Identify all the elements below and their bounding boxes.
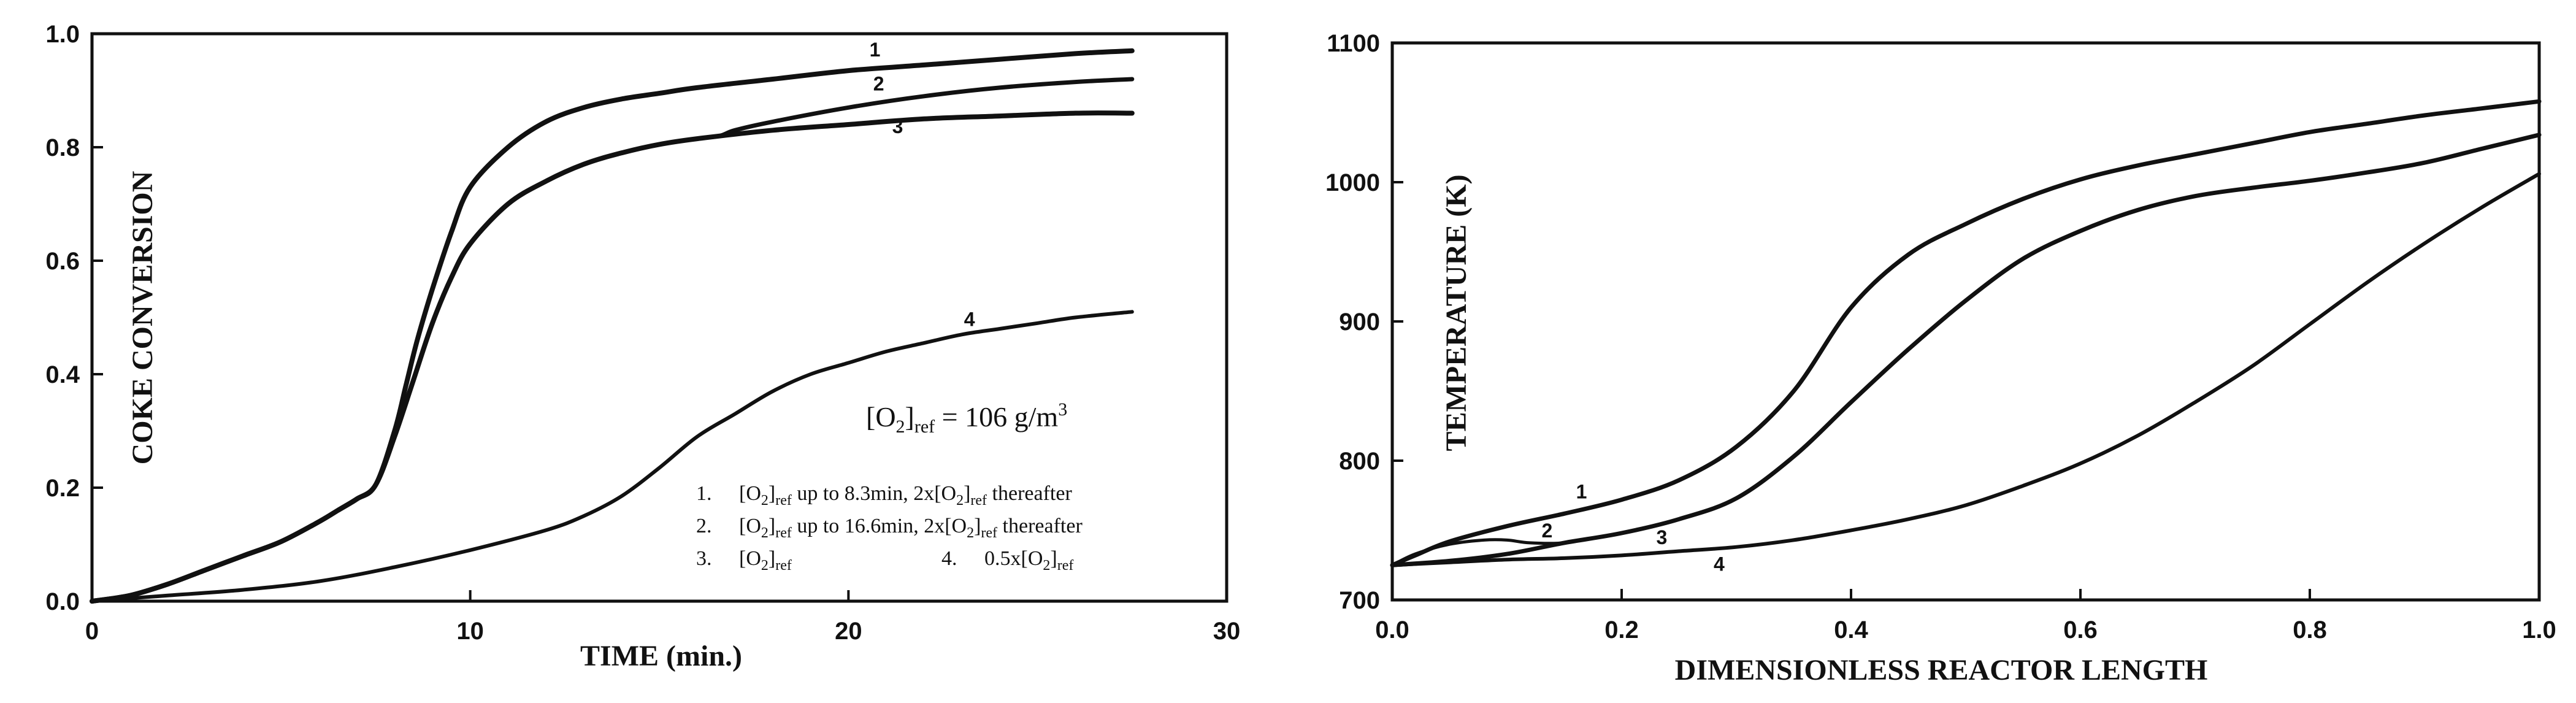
right-curve-label-1: 1	[1576, 480, 1587, 502]
left-y-tick-label: 0.8	[45, 134, 80, 161]
right-series-1-line	[1390, 99, 2542, 567]
left-y-tick-label: 0.6	[45, 248, 80, 275]
right-curve-labels: 1 2 3 4	[1542, 480, 1725, 575]
right-series-2-line	[1390, 133, 2541, 567]
legend-item-2: 2. [O2]ref up to 16.6min, 2x[O2]ref there…	[696, 515, 1083, 541]
right-y-axis-title: TEMPERATURE (K)	[1440, 174, 1473, 451]
left-x-tick-label: 0	[85, 618, 99, 645]
left-curve-labels: 1 23 4	[870, 39, 975, 330]
left-x-tick-label: 10	[456, 618, 484, 645]
left-y-tick-label: 1.0	[45, 21, 80, 48]
right-x-axis-title: DIMENSIONLESS REACTOR LENGTH	[1675, 654, 2208, 686]
left-x-axis-title: TIME (min.)	[580, 640, 742, 672]
right-curves	[1390, 99, 2542, 567]
left-x-tick-label: 20	[835, 618, 862, 645]
left-curve-label-1: 1	[870, 39, 881, 61]
right-y-tick-label: 1100	[1327, 30, 1380, 57]
temperature-chart: 0.0 0.2 0.4 0.6 0.8 1.0 700 800 900 1000 1100 1 2 3 4…	[1325, 30, 2556, 686]
right-y-tick-label: 900	[1339, 309, 1380, 336]
coke-conversion-chart: 0 10 20 30 0.0 0.2 0.4 0.6 0.8 1.0 1 23 4 TIME (min…	[45, 21, 1240, 672]
right-y-tick-label: 700	[1339, 587, 1380, 614]
right-x-tick-label: 0.6	[2063, 617, 2098, 643]
right-series-4-line	[1390, 172, 2541, 567]
left-curve-label-2: 2	[873, 73, 884, 95]
left-y-tick-label: 0.4	[45, 361, 80, 388]
left-curve-label-4: 4	[964, 308, 975, 330]
reference-concentration: [O2]ref = 106 g/m3	[866, 399, 1067, 437]
right-x-tick-label: 1.0	[2522, 617, 2556, 643]
left-y-tick-label: 0.2	[45, 475, 80, 502]
right-x-tick-label: 0.2	[1604, 617, 1639, 643]
legend-item-4: 4. 0.5x[O2]ref	[941, 547, 1073, 574]
left-series-4-line	[90, 310, 1134, 603]
right-x-tick-label: 0.4	[1834, 617, 1868, 643]
left-curves	[90, 48, 1135, 604]
left-ticks: 0 10 20 30 0.0 0.2 0.4 0.6 0.8 1.0	[45, 21, 1240, 645]
right-curve-label-2: 2	[1542, 520, 1553, 542]
left-y-tick-label: 0.0	[45, 588, 80, 615]
legend-item-3: 3. [O2]ref	[696, 547, 792, 574]
left-curve-label-3: 3	[892, 115, 903, 137]
right-curve-label-4: 4	[1714, 553, 1725, 575]
legend-item-1: 1. [O2]ref up to 8.3min, 2x[O2]ref therea…	[696, 482, 1072, 509]
right-curve-label-3: 3	[1657, 526, 1668, 548]
right-plot-frame	[1390, 41, 2541, 602]
right-y-tick-label: 800	[1339, 448, 1380, 475]
left-x-tick-label: 30	[1213, 618, 1241, 645]
right-ticks: 0.0 0.2 0.4 0.6 0.8 1.0 700 800 900 1000 1100	[1325, 30, 2556, 643]
left-y-axis-title: COKE CONVERSION	[126, 171, 159, 464]
right-series-3-line	[1390, 133, 2542, 567]
right-x-tick-label: 0.8	[2293, 617, 2327, 643]
right-y-tick-label: 1000	[1325, 169, 1380, 196]
left-series-3-line	[90, 110, 1135, 604]
left-plot-frame	[90, 32, 1229, 603]
right-x-tick-label: 0.0	[1375, 617, 1409, 643]
conditions-legend: 1. [O2]ref up to 8.3min, 2x[O2]ref therea…	[696, 482, 1083, 574]
